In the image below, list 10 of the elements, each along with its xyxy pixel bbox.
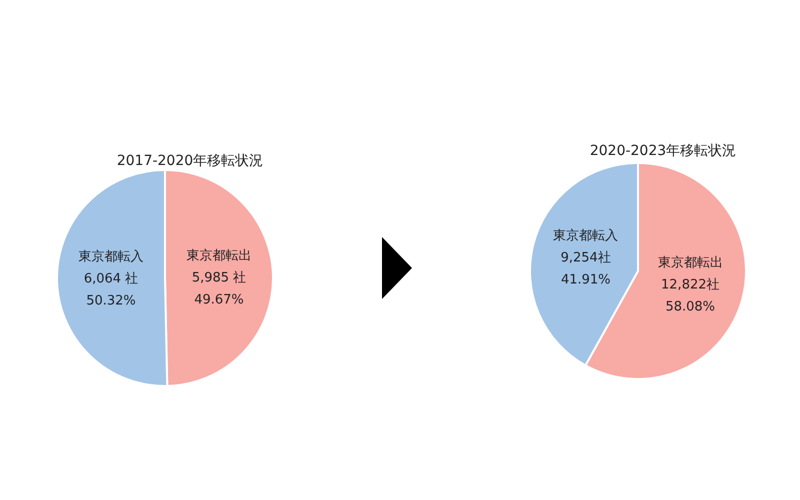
data-label: 9,254社 41.91%	[560, 250, 611, 288]
slice-label: 東京都転出	[186, 248, 252, 264]
slice-label: 東京都転入	[553, 228, 618, 244]
slice-label: 東京都転出	[658, 256, 723, 271]
slice-label: 東京都転入	[78, 250, 144, 265]
data-label: 5,985 社 49.67%	[192, 270, 246, 308]
data-label: 12,822社 58.08%	[661, 278, 720, 315]
chart-title: 2017-2020年移転状況	[116, 153, 264, 169]
chart-title: 2020-2023年移転状況	[590, 143, 736, 159]
data-label: 6,064 社 50.32%	[84, 272, 138, 309]
